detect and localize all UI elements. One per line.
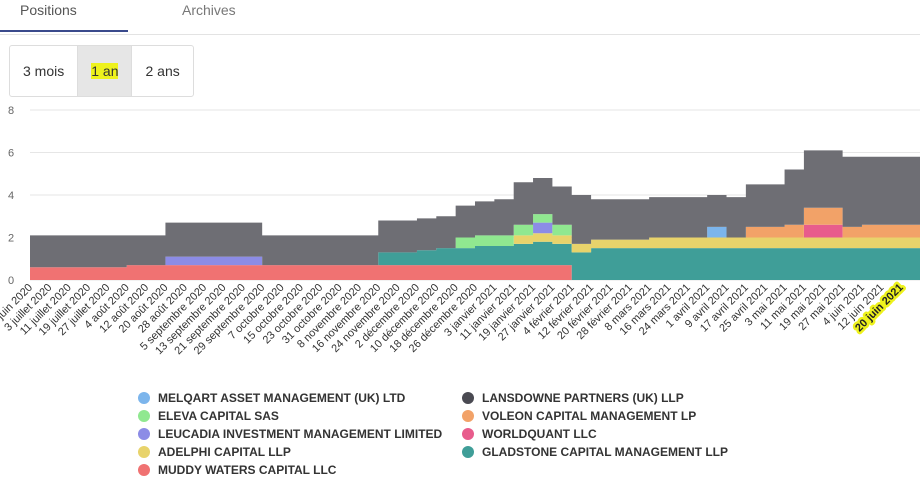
y-tick-label: 2 (8, 233, 14, 245)
legend-item[interactable]: ELEVA CAPITAL SAS (138, 407, 442, 425)
range-1-year-button[interactable]: 1 an (77, 46, 133, 96)
legend-dot (462, 392, 474, 404)
legend-dot (138, 428, 150, 440)
series-area (30, 207, 920, 268)
legend-item[interactable]: ADELPHI CAPITAL LLP (138, 443, 442, 461)
series-area (30, 241, 920, 280)
legend-item[interactable]: LEUCADIA INVESTMENT MANAGEMENT LIMITED (138, 425, 442, 443)
y-tick-label: 4 (8, 190, 14, 202)
y-tick-label: 0 (8, 275, 14, 287)
legend-item[interactable]: MELQART ASSET MANAGEMENT (UK) LTD (138, 389, 442, 407)
legend-dot (138, 446, 150, 458)
tab-bar: Positions Archives (0, 0, 920, 35)
legend-label: LEUCADIA INVESTMENT MANAGEMENT LIMITED (158, 427, 443, 441)
legend-label: LANSDOWNE PARTNERS (UK) LLP (482, 391, 684, 405)
legend-label: ELEVA CAPITAL SAS (158, 409, 279, 423)
legend-left-column: MELQART ASSET MANAGEMENT (UK) LTD ELEVA … (138, 389, 442, 479)
legend-dot (462, 428, 474, 440)
tab-positions[interactable]: Positions (0, 0, 128, 32)
legend-dot (462, 446, 474, 458)
time-range-selector: 3 mois 1 an 2 ans (9, 45, 194, 97)
series-area (30, 233, 920, 268)
legend-item[interactable]: VOLEON CAPITAL MANAGEMENT LP (462, 407, 728, 425)
legend-dot (462, 410, 474, 422)
range-2-years-button[interactable]: 2 ans (145, 63, 180, 79)
legend-label: MUDDY WATERS CAPITAL LLC (158, 463, 337, 477)
legend-item[interactable]: LANSDOWNE PARTNERS (UK) LLP (462, 389, 728, 407)
legend-label: MELQART ASSET MANAGEMENT (UK) LTD (158, 391, 406, 405)
series-area (30, 265, 920, 280)
legend-label: GLADSTONE CAPITAL MANAGEMENT LLP (482, 445, 728, 459)
legend-item[interactable]: GLADSTONE CAPITAL MANAGEMENT LLP (462, 443, 728, 461)
legend-label: VOLEON CAPITAL MANAGEMENT LP (482, 409, 697, 423)
legend-item[interactable]: MUDDY WATERS CAPITAL LLC (138, 461, 442, 479)
legend-right-column: LANSDOWNE PARTNERS (UK) LLP VOLEON CAPIT… (462, 389, 728, 461)
series-area (30, 214, 920, 268)
legend-label: ADELPHI CAPITAL LLP (158, 445, 291, 459)
legend-dot (138, 464, 150, 476)
legend-dot (138, 410, 150, 422)
tab-archives[interactable]: Archives (182, 2, 236, 18)
range-3-months-button[interactable]: 3 mois (23, 63, 65, 79)
legend-dot (138, 392, 150, 404)
legend-item[interactable]: WORLDQUANT LLC (462, 425, 728, 443)
y-tick-label: 8 (8, 105, 14, 117)
range-1-year-label: 1 an (91, 63, 119, 79)
legend-label: WORLDQUANT LLC (482, 427, 597, 441)
series-area (30, 150, 920, 268)
y-tick-label: 6 (8, 148, 14, 160)
